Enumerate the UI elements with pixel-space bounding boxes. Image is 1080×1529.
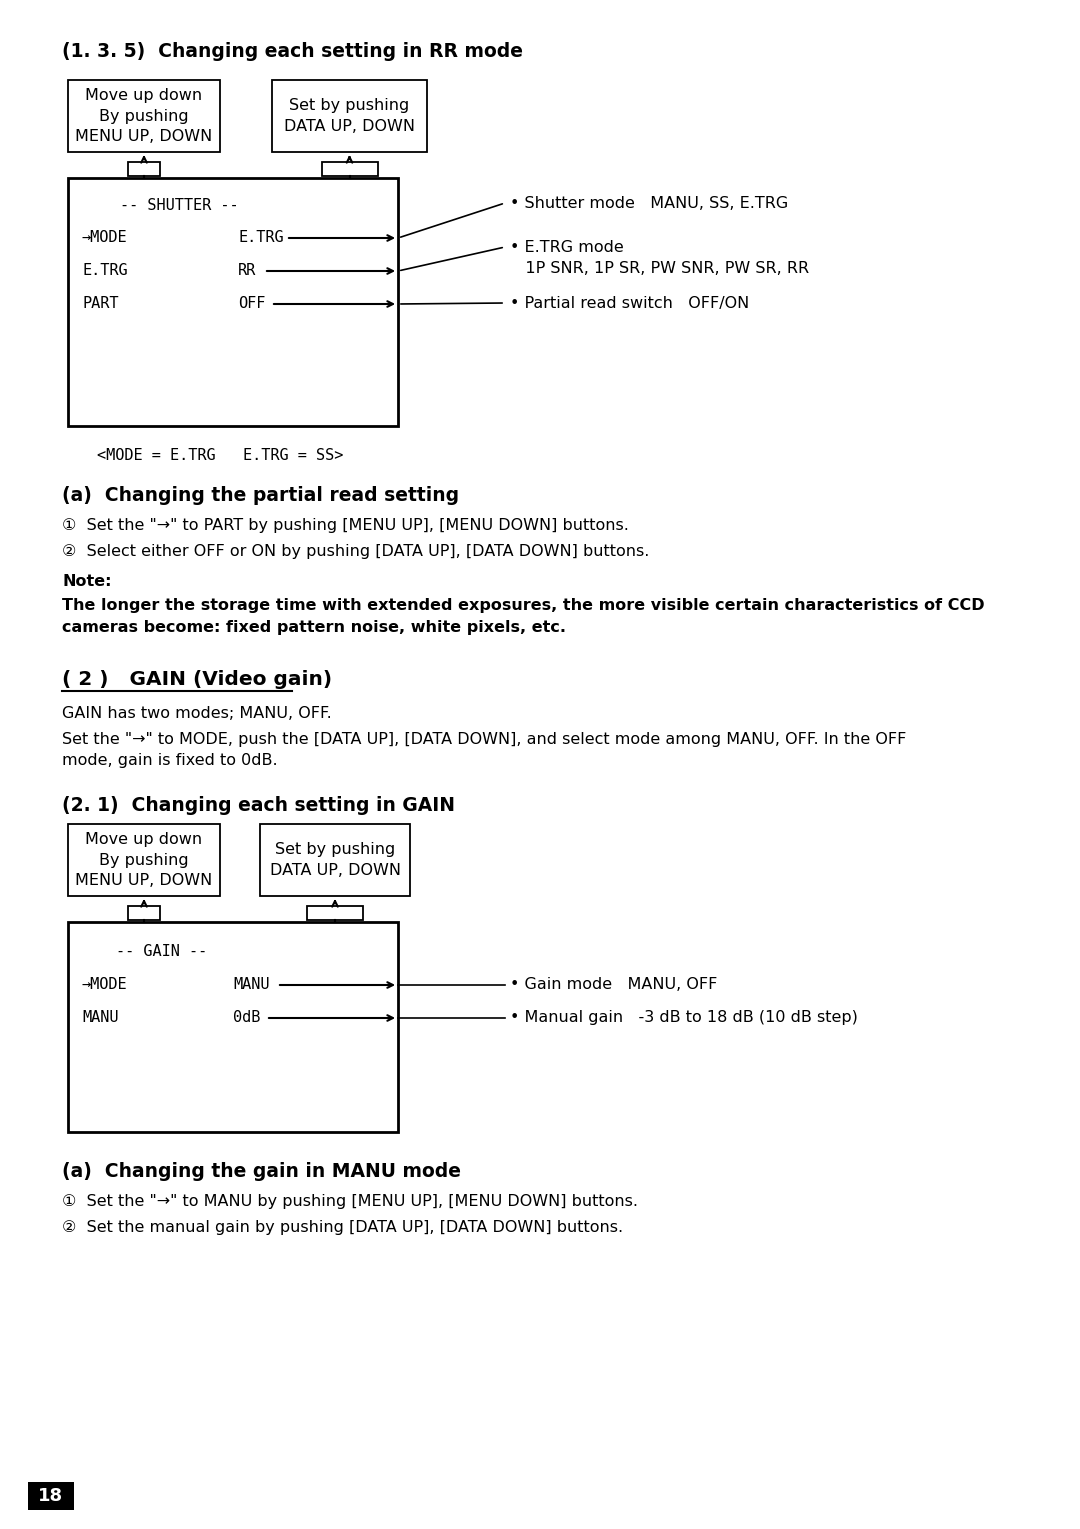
Text: (2. 1)  Changing each setting in GAIN: (2. 1) Changing each setting in GAIN <box>62 797 455 815</box>
Text: E.TRG: E.TRG <box>238 229 284 245</box>
Text: OFF: OFF <box>238 297 266 310</box>
Text: ②  Select either OFF or ON by pushing [DATA UP], [DATA DOWN] buttons.: ② Select either OFF or ON by pushing [DA… <box>62 544 649 560</box>
Text: ( 2 )   GAIN (Video gain): ( 2 ) GAIN (Video gain) <box>62 670 333 690</box>
Text: -- SHUTTER --: -- SHUTTER -- <box>120 197 239 213</box>
Text: 0dB: 0dB <box>233 1011 260 1024</box>
Text: Move up down
By pushing
MENU UP, DOWN: Move up down By pushing MENU UP, DOWN <box>76 832 213 888</box>
Text: -- GAIN --: -- GAIN -- <box>116 943 207 959</box>
Text: • E.TRG mode
   1P SNR, 1P SR, PW SNR, PW SR, RR: • E.TRG mode 1P SNR, 1P SR, PW SNR, PW S… <box>510 240 809 277</box>
Text: • Gain mode   MANU, OFF: • Gain mode MANU, OFF <box>510 977 717 992</box>
Text: <MODE = E.TRG   E.TRG = SS>: <MODE = E.TRG E.TRG = SS> <box>97 448 343 463</box>
Bar <box>28 1482 75 1511</box>
Text: Set by pushing
DATA UP, DOWN: Set by pushing DATA UP, DOWN <box>270 842 401 878</box>
Text: →MODE: →MODE <box>82 229 127 245</box>
Text: ①  Set the "→" to PART by pushing [MENU UP], [MENU DOWN] buttons.: ① Set the "→" to PART by pushing [MENU U… <box>62 518 629 534</box>
Bar <box>322 162 378 176</box>
Bar <box>129 907 160 920</box>
Text: Note:: Note: <box>62 573 111 589</box>
Text: (1. 3. 5)  Changing each setting in RR mode: (1. 3. 5) Changing each setting in RR mo… <box>62 41 523 61</box>
Text: (a)  Changing the gain in MANU mode: (a) Changing the gain in MANU mode <box>62 1162 461 1180</box>
Text: • Shutter mode   MANU, SS, E.TRG: • Shutter mode MANU, SS, E.TRG <box>510 196 788 211</box>
Bar <box>307 907 363 920</box>
Bar <box>272 80 427 151</box>
Bar <box>129 162 160 176</box>
Text: Set by pushing
DATA UP, DOWN: Set by pushing DATA UP, DOWN <box>284 98 415 133</box>
Text: Set the "→" to MODE, push the [DATA UP], [DATA DOWN], and select mode among MANU: Set the "→" to MODE, push the [DATA UP],… <box>62 732 906 768</box>
Text: ②  Set the manual gain by pushing [DATA UP], [DATA DOWN] buttons.: ② Set the manual gain by pushing [DATA U… <box>62 1220 623 1235</box>
Text: PART: PART <box>82 297 119 310</box>
Text: GAIN has two modes; MANU, OFF.: GAIN has two modes; MANU, OFF. <box>62 706 332 722</box>
Text: 18: 18 <box>39 1488 64 1505</box>
Text: MANU: MANU <box>233 977 270 992</box>
Text: MANU: MANU <box>82 1011 119 1024</box>
Bar <box>68 922 399 1131</box>
Text: The longer the storage time with extended exposures, the more visible certain ch: The longer the storage time with extende… <box>62 598 985 635</box>
Text: →MODE: →MODE <box>82 977 127 992</box>
Bar <box>260 824 410 896</box>
Text: Move up down
By pushing
MENU UP, DOWN: Move up down By pushing MENU UP, DOWN <box>76 89 213 144</box>
Bar <box>68 80 220 151</box>
Bar <box>68 824 220 896</box>
Bar <box>68 177 399 427</box>
Text: • Manual gain   -3 dB to 18 dB (10 dB step): • Manual gain -3 dB to 18 dB (10 dB step… <box>510 1011 858 1024</box>
Text: E.TRG: E.TRG <box>82 263 127 278</box>
Text: (a)  Changing the partial read setting: (a) Changing the partial read setting <box>62 486 459 505</box>
Text: ①  Set the "→" to MANU by pushing [MENU UP], [MENU DOWN] buttons.: ① Set the "→" to MANU by pushing [MENU U… <box>62 1194 638 1209</box>
Text: • Partial read switch   OFF/ON: • Partial read switch OFF/ON <box>510 297 750 310</box>
Text: RR: RR <box>238 263 256 278</box>
